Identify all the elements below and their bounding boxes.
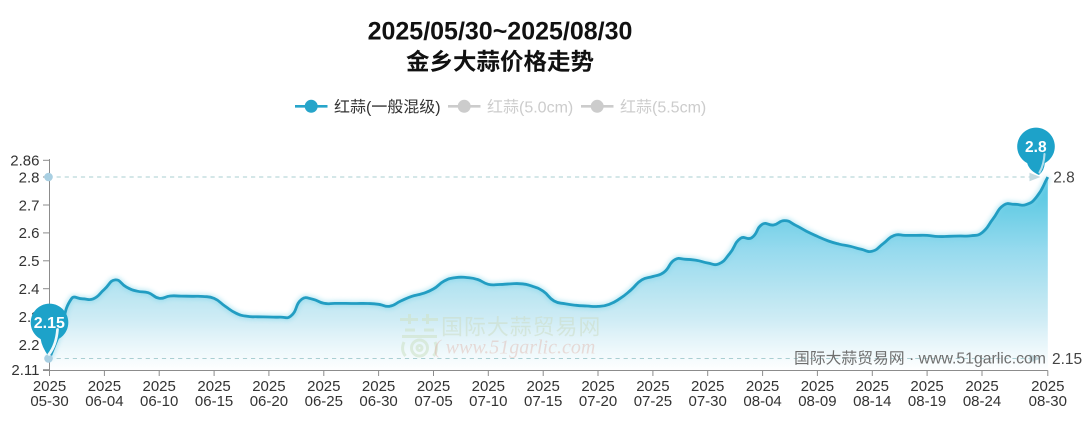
svg-text:2025: 2025	[143, 378, 176, 395]
svg-text:06-04: 06-04	[85, 393, 123, 410]
svg-text:08-04: 08-04	[743, 393, 781, 410]
svg-text:2.5: 2.5	[19, 253, 40, 270]
svg-text:06-20: 06-20	[250, 393, 288, 410]
svg-text:2.8: 2.8	[1053, 169, 1075, 186]
svg-text:2025: 2025	[88, 378, 121, 395]
svg-text:2.2: 2.2	[19, 337, 40, 354]
svg-text:06-15: 06-15	[195, 393, 233, 410]
svg-text:2.7: 2.7	[19, 197, 40, 214]
svg-text:2025: 2025	[636, 378, 669, 395]
svg-text:2025: 2025	[691, 378, 724, 395]
svg-text:2025: 2025	[362, 378, 395, 395]
svg-text:(: (	[366, 99, 372, 116]
svg-text:2025: 2025	[910, 378, 943, 395]
svg-text:2025: 2025	[1031, 378, 1064, 395]
svg-text:2025: 2025	[801, 378, 834, 395]
svg-text:2025: 2025	[527, 378, 560, 395]
svg-text:2025: 2025	[581, 378, 614, 395]
svg-text:): )	[435, 99, 440, 116]
svg-text:2025: 2025	[307, 378, 340, 395]
svg-text:2.8: 2.8	[1025, 139, 1047, 156]
svg-text:( www.51garlic.com: ( www.51garlic.com	[434, 337, 595, 359]
svg-text:08-30: 08-30	[1029, 393, 1067, 410]
svg-text:2025: 2025	[33, 378, 66, 395]
svg-text:07-25: 07-25	[634, 393, 672, 410]
svg-text:2025: 2025	[856, 378, 889, 395]
svg-text:08-19: 08-19	[908, 393, 946, 410]
svg-text:2025: 2025	[197, 378, 230, 395]
svg-text:07-15: 07-15	[524, 393, 562, 410]
svg-text:08-09: 08-09	[798, 393, 836, 410]
svg-text:(5.0cm): (5.0cm)	[519, 99, 573, 116]
svg-text:07-20: 07-20	[579, 393, 617, 410]
svg-text:2.15: 2.15	[34, 315, 65, 332]
svg-text:2.15: 2.15	[1052, 351, 1082, 368]
svg-text:2025/05/30~2025/08/30: 2025/05/30~2025/08/30	[368, 18, 633, 46]
svg-text:08-14: 08-14	[853, 393, 891, 410]
svg-text:2.86: 2.86	[10, 153, 39, 170]
svg-text:06-10: 06-10	[140, 393, 178, 410]
svg-text:07-10: 07-10	[469, 393, 507, 410]
svg-text:2025: 2025	[252, 378, 285, 395]
svg-text:06-25: 06-25	[305, 393, 343, 410]
svg-text:(5.5cm): (5.5cm)	[652, 99, 706, 116]
svg-text:07-05: 07-05	[414, 393, 452, 410]
svg-text:06-30: 06-30	[359, 393, 397, 410]
svg-text:2025: 2025	[965, 378, 998, 395]
svg-text:2025: 2025	[472, 378, 505, 395]
svg-text:2025: 2025	[746, 378, 779, 395]
svg-text:05-30: 05-30	[30, 393, 68, 410]
svg-text:2025: 2025	[417, 378, 450, 395]
svg-text:2.8: 2.8	[19, 169, 40, 186]
svg-text:2.6: 2.6	[19, 225, 40, 242]
svg-text:2.4: 2.4	[19, 281, 40, 298]
svg-text:07-30: 07-30	[689, 393, 727, 410]
svg-text:· www.51garlic.com: · www.51garlic.com	[905, 351, 1046, 368]
svg-text:08-24: 08-24	[963, 393, 1001, 410]
svg-text:2.11: 2.11	[11, 362, 39, 379]
